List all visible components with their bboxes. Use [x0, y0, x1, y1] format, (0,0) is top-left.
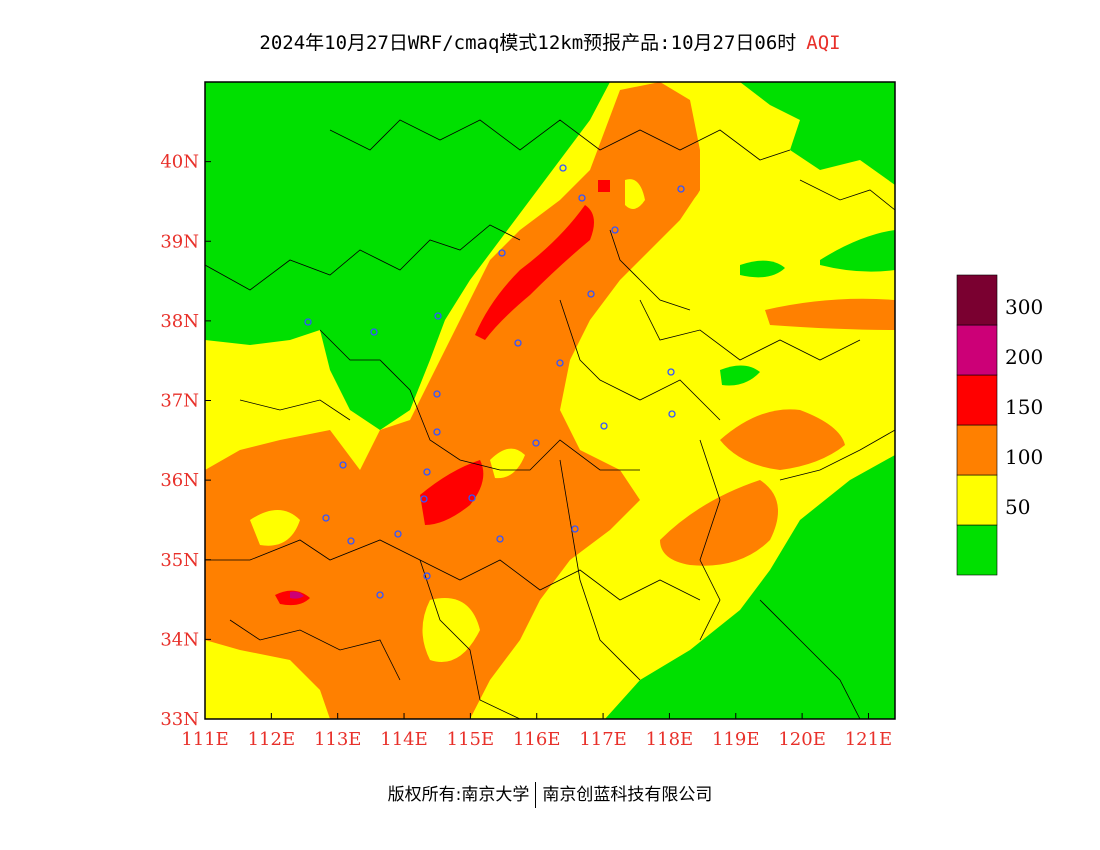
copyright-right: 南京创蓝科技有限公司 — [542, 785, 713, 805]
city-marker — [587, 290, 595, 298]
city-marker — [571, 525, 579, 533]
map-title: 2024年10月27日WRF/cmaq模式12km预报产品:10月27日06时 A… — [0, 28, 1100, 55]
legend-swatch — [956, 424, 998, 476]
legend-label: 200 — [1005, 345, 1043, 369]
city-marker — [556, 359, 564, 367]
city-marker — [578, 194, 586, 202]
city-marker — [532, 439, 540, 447]
y-tick-label: 34N — [160, 629, 199, 650]
city-marker — [611, 226, 619, 234]
x-axis: 111E 112E 113E 114E 115E 116E 117E 118E 119E 120E… — [181, 713, 892, 750]
city-marker — [668, 410, 676, 418]
y-tick-label: 40N — [160, 152, 199, 173]
city-marker — [559, 164, 567, 172]
footer: 版权所有:南京大学 南京创蓝科技有限公司 — [0, 780, 1100, 808]
city-marker — [667, 368, 675, 376]
aqi-field — [205, 82, 895, 719]
footer-separator — [535, 782, 537, 808]
legend-swatch — [956, 374, 998, 426]
city-marker — [322, 514, 330, 522]
y-tick-label: 39N — [160, 231, 199, 252]
x-tick-label: 113E — [314, 729, 362, 750]
city-marker — [433, 390, 441, 398]
x-tick-label: 119E — [712, 729, 760, 750]
x-tick-label: 117E — [579, 729, 627, 750]
legend-swatch — [956, 324, 998, 376]
city-marker — [420, 495, 428, 503]
legend-swatch — [956, 274, 998, 326]
x-tick-label: 112E — [248, 729, 296, 750]
y-tick-label: 38N — [160, 311, 199, 332]
x-tick-label: 120E — [778, 729, 826, 750]
city-marker — [423, 468, 431, 476]
y-tick-label: 35N — [160, 550, 199, 571]
city-marker — [496, 535, 504, 543]
city-marker — [433, 428, 441, 436]
city-marker — [394, 530, 402, 538]
city-markers — [304, 164, 685, 599]
legend-label: 300 — [1005, 295, 1043, 319]
city-marker — [468, 494, 476, 502]
y-tick-label: 37N — [160, 391, 199, 412]
legend-swatch — [956, 524, 998, 576]
city-marker — [304, 318, 312, 326]
city-marker — [677, 185, 685, 193]
city-marker — [370, 328, 378, 336]
boundaries — [205, 119, 895, 719]
city-marker — [514, 339, 522, 347]
legend-label: 50 — [1005, 495, 1030, 519]
city-marker — [498, 249, 506, 257]
title-main: 2024年10月27日WRF/cmaq模式12km预报产品:10月27日06时 — [259, 32, 797, 54]
y-tick-label: 33N — [160, 709, 199, 730]
city-marker — [347, 537, 355, 545]
y-tick-label: 36N — [160, 470, 199, 491]
legend-label: 150 — [1005, 395, 1043, 419]
title-variable: AQI — [806, 32, 841, 54]
x-tick-label: 114E — [380, 729, 428, 750]
city-marker — [423, 572, 431, 580]
legend: 50 100 150 200 300 — [956, 274, 1043, 576]
x-tick-label: 111E — [181, 729, 229, 750]
city-marker — [434, 312, 442, 320]
x-tick-label: 121E — [845, 729, 893, 750]
city-marker — [339, 461, 347, 469]
city-marker — [376, 591, 384, 599]
legend-label: 100 — [1005, 445, 1043, 469]
x-tick-label: 116E — [513, 729, 561, 750]
x-tick-label: 115E — [447, 729, 495, 750]
x-tick-label: 118E — [646, 729, 694, 750]
city-marker — [600, 422, 608, 430]
legend-swatch — [956, 474, 998, 526]
y-axis: 40N 39N 38N 37N 36N 35N 34N 33N — [160, 152, 211, 730]
copyright-left: 版权所有:南京大学 — [387, 785, 530, 805]
